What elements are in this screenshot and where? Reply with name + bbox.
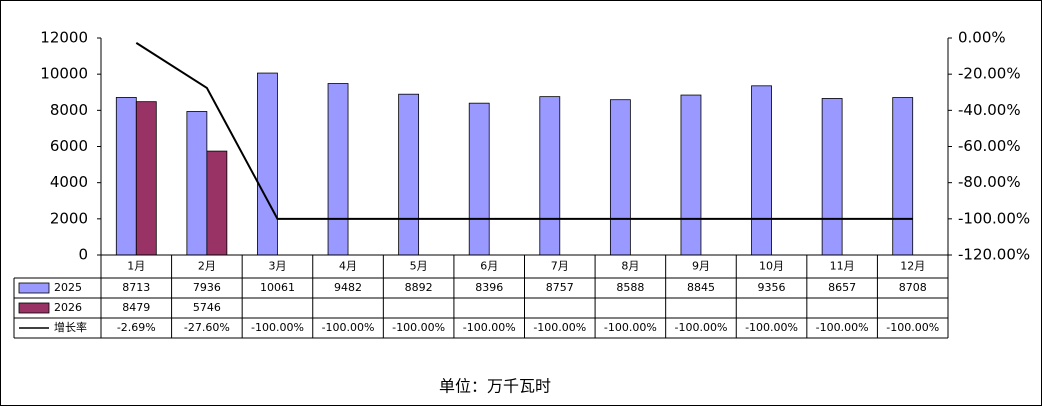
data-label: 7936 [193, 281, 221, 294]
data-label: 8657 [828, 281, 856, 294]
y-tick-label: 12000 [40, 29, 88, 47]
data-label: -2.69% [117, 321, 156, 334]
data-label: -100.00% [463, 321, 516, 334]
bar [892, 97, 914, 256]
data-label: 5746 [193, 301, 221, 314]
bar [257, 72, 278, 256]
data-label: -100.00% [745, 321, 798, 334]
data-label: 9356 [758, 281, 786, 294]
bar [680, 94, 702, 256]
data-label: -100.00% [816, 321, 869, 334]
x-tick-label: 11月 [830, 260, 855, 273]
bar [398, 93, 420, 256]
legend-label: 2025 [54, 281, 82, 294]
x-tick-label: 6月 [480, 260, 498, 273]
bar [115, 97, 137, 256]
x-tick-label: 10月 [759, 260, 784, 273]
data-label: 8396 [475, 281, 503, 294]
x-tick-label: 5月 [410, 260, 428, 273]
legend-label: 2026 [54, 301, 82, 314]
data-label: 8479 [122, 301, 150, 314]
x-tick-label: 7月 [551, 260, 569, 273]
y2-tick-label: -80.00% [958, 173, 1021, 191]
data-label: 8708 [899, 281, 927, 294]
legend-label: 增长率 [54, 320, 87, 334]
data-label: -100.00% [886, 321, 939, 334]
x-tick-label: 9月 [692, 260, 710, 273]
bar [539, 96, 561, 256]
y2-tick-label: -60.00% [958, 137, 1021, 155]
line [135, 42, 913, 220]
data-label: 8588 [616, 281, 644, 294]
y-tick-label: 4000 [50, 173, 88, 191]
data-label: 9482 [334, 281, 362, 294]
x-tick-label: 12月 [900, 260, 925, 273]
data-label: 8845 [687, 281, 715, 294]
bar [468, 102, 490, 256]
x-tick-label: 3月 [268, 260, 286, 273]
legend-key [18, 302, 50, 314]
y2-tick-label: 0.00% [958, 29, 1006, 47]
x-tick-label: 4月 [339, 260, 357, 273]
data-label: -100.00% [392, 321, 445, 334]
bar [135, 101, 157, 256]
data-label: 10061 [260, 281, 295, 294]
data-label: -100.00% [533, 321, 586, 334]
bar [609, 99, 631, 256]
data-label: 8713 [122, 281, 150, 294]
legend-key [18, 282, 50, 294]
data-label: 8892 [405, 281, 433, 294]
bar [327, 83, 349, 256]
unit-note: 单位：万千瓦时 [439, 377, 551, 396]
y-tick-label: 2000 [50, 209, 88, 227]
x-tick-label: 2月 [198, 260, 216, 273]
y-tick-label: 8000 [50, 101, 88, 119]
data-label: -100.00% [322, 321, 375, 334]
x-tick-label: 8月 [621, 260, 639, 273]
x-tick-label: 1月 [127, 260, 145, 273]
bar [751, 85, 772, 256]
bar [186, 111, 208, 256]
data-label: -27.60% [184, 321, 230, 334]
y2-tick-label: -20.00% [958, 65, 1021, 83]
data-label: 8757 [546, 281, 574, 294]
data-label: -100.00% [604, 321, 657, 334]
y2-tick-label: -100.00% [958, 209, 1030, 227]
y2-tick-label: -40.00% [958, 101, 1021, 119]
y-tick-label: 0 [78, 246, 88, 264]
y-tick-label: 10000 [40, 65, 88, 83]
data-label: -100.00% [251, 321, 304, 334]
data-label: -100.00% [674, 321, 727, 334]
y2-tick-label: -120.00% [958, 246, 1030, 264]
y-tick-label: 6000 [50, 137, 88, 155]
bar [206, 150, 228, 256]
bar [821, 98, 843, 256]
